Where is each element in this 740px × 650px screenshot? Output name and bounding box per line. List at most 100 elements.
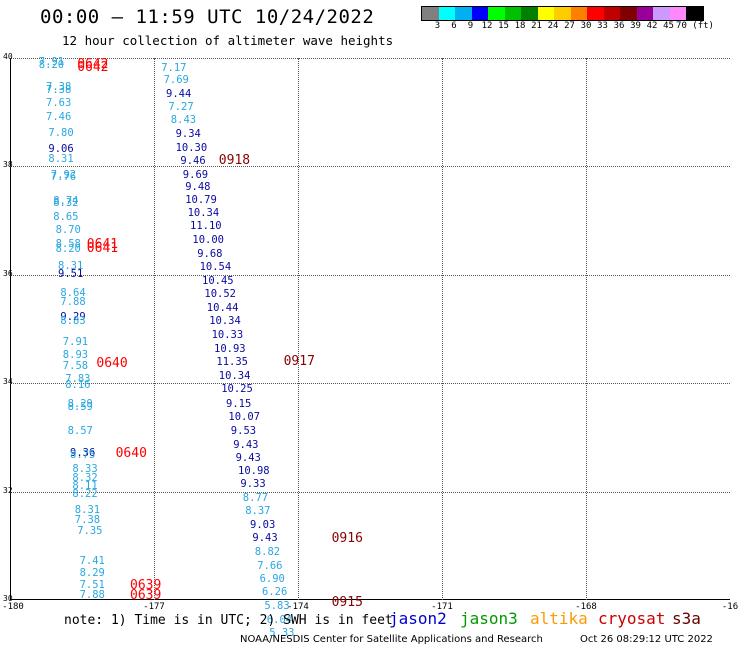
latitude-gridline: [10, 383, 730, 385]
wave-height-label: 7.58: [62, 359, 89, 372]
longitude-label: -168: [575, 602, 597, 612]
pass-time-label: 0916: [331, 530, 363, 546]
legend-label: 70 (ft): [676, 21, 714, 31]
legend-label: 3: [434, 21, 441, 31]
legend-swatch: [603, 7, 620, 20]
wave-height-label: 8.43: [170, 114, 197, 127]
legend-label: 45: [663, 21, 674, 31]
latitude-label: 32: [3, 485, 13, 495]
legend-swatch: [438, 7, 455, 20]
wave-height-label: 10.52: [204, 288, 236, 301]
wave-height-label: 9.48: [185, 181, 211, 194]
legend-label: 15: [498, 21, 509, 31]
wave-height-label: 7.66: [257, 560, 283, 573]
wave-height-label: 9.46: [180, 155, 206, 168]
wave-height-label: 9.43: [233, 438, 259, 451]
wave-height-label: 6.90: [259, 572, 285, 585]
chart-subtitle: 12 hour collection of altimeter wave hei…: [62, 33, 394, 48]
pass-time-label: 0640: [96, 356, 128, 372]
wave-height-label: 10.44: [206, 301, 239, 314]
pass-time-label: 0640: [115, 445, 147, 461]
legend-swatch: [620, 7, 637, 20]
wave-height-label: 8.29: [79, 566, 105, 579]
legend-label: 6: [451, 21, 457, 31]
wave-height-label: 10.25: [221, 383, 253, 396]
wave-height-label: 9.53: [230, 424, 257, 437]
wave-height-label: 9.15: [226, 397, 252, 410]
wave-height-label: 9.03: [250, 518, 276, 531]
wave-height-label: 7.91: [38, 56, 65, 69]
wave-height-label: 7.76: [50, 171, 77, 184]
wave-height-label: 8.32: [72, 472, 98, 485]
wave-height-label: 7.51: [79, 579, 105, 592]
wave-height-label: 8.32: [53, 197, 79, 210]
wave-height-label: 9.43: [252, 532, 278, 545]
wave-height-label: 7.80: [48, 126, 74, 139]
wave-height-label: 10.98: [238, 464, 270, 477]
wave-height-label: 8.31: [58, 259, 84, 272]
chart-title: 00:00 – 11:59 UTC 10/24/2022: [40, 6, 375, 28]
map-plot-area: [10, 58, 730, 600]
wave-height-label: 7.46: [46, 110, 72, 123]
legend-swatch: [455, 7, 472, 20]
wave-height-label: 9.29: [60, 311, 86, 324]
wave-height-label: 10.34: [218, 369, 251, 382]
wave-height-label: 5.83: [264, 600, 290, 613]
pass-time-label: 0639: [130, 587, 162, 603]
longitude-gridline: [298, 58, 299, 600]
legend-label: 39: [630, 21, 641, 31]
satellite-legend-jason2: jason2: [389, 609, 447, 628]
legend-label: 12: [481, 21, 493, 31]
wave-height-label: 8.37: [245, 505, 271, 518]
longitude-gridline: [586, 58, 587, 600]
legend-swatch: [488, 7, 505, 20]
latitude-label: 30: [3, 594, 13, 603]
legend-swatch: [587, 7, 604, 20]
wave-height-label: 9.43: [235, 452, 261, 465]
wave-height-label: 10.79: [185, 193, 217, 206]
wave-height-label: 8.11: [72, 480, 98, 493]
wave-height-label: 5.33: [269, 627, 295, 640]
wave-height-label: 6.26: [262, 586, 288, 599]
legend-swatch: [521, 7, 538, 20]
latitude-gridline: [10, 166, 730, 168]
legend-swatch: [570, 7, 587, 20]
wave-height-label: 8.20: [55, 243, 81, 256]
pass-time-label: 0917: [283, 353, 315, 369]
latitude-gridline: [10, 274, 730, 276]
longitude-label: -16: [721, 602, 739, 612]
wave-height-label: 10.34: [209, 315, 241, 328]
legend-swatch: [471, 7, 488, 20]
wave-height-label: 8.57: [67, 424, 93, 437]
legend-swatch: [636, 7, 653, 20]
wave-height-label: 6.04: [266, 613, 293, 626]
wave-height-label: 10.54: [199, 261, 232, 274]
wave-height-label: 8.93: [62, 349, 89, 362]
wave-height-label: 8.58: [55, 237, 81, 250]
footnote: note: 1) Time is in UTC; 2) SWH is in fe…: [64, 613, 393, 628]
wave-height-label: 8.70: [55, 224, 81, 237]
latitude-label: 38: [3, 160, 13, 170]
wave-height-label: 10.34: [187, 207, 220, 220]
legend-label: 21: [531, 21, 542, 31]
wave-height-label: 7.38: [74, 514, 101, 527]
wave-height-label: 7.83: [65, 373, 91, 386]
wave-height-label: 8.31: [48, 152, 74, 165]
pass-time-label: 0915: [331, 594, 363, 610]
wave-height-label: 8.33: [72, 462, 98, 475]
longitude-gridline: [154, 58, 155, 600]
wave-height-label: 9.06: [48, 143, 74, 156]
wave-height-label: 10.33: [211, 329, 244, 342]
legend-label: 27: [564, 21, 575, 31]
legend-label: 24: [547, 21, 559, 31]
latitude-label: 34: [3, 377, 13, 387]
wave-height-label: 8.20: [38, 59, 65, 72]
wave-height-label: 9.69: [182, 168, 209, 181]
satellite-legend-cryosat: cryosat: [598, 609, 666, 628]
latitude-label: 36: [3, 268, 13, 278]
wave-height-label: 9.44: [166, 87, 192, 100]
wave-height-label: 7.35: [77, 525, 103, 538]
wave-height-label: 8.22: [72, 488, 98, 501]
wave-height-label: 9.36: [70, 446, 96, 459]
wave-height-label: 7.41: [79, 555, 105, 568]
